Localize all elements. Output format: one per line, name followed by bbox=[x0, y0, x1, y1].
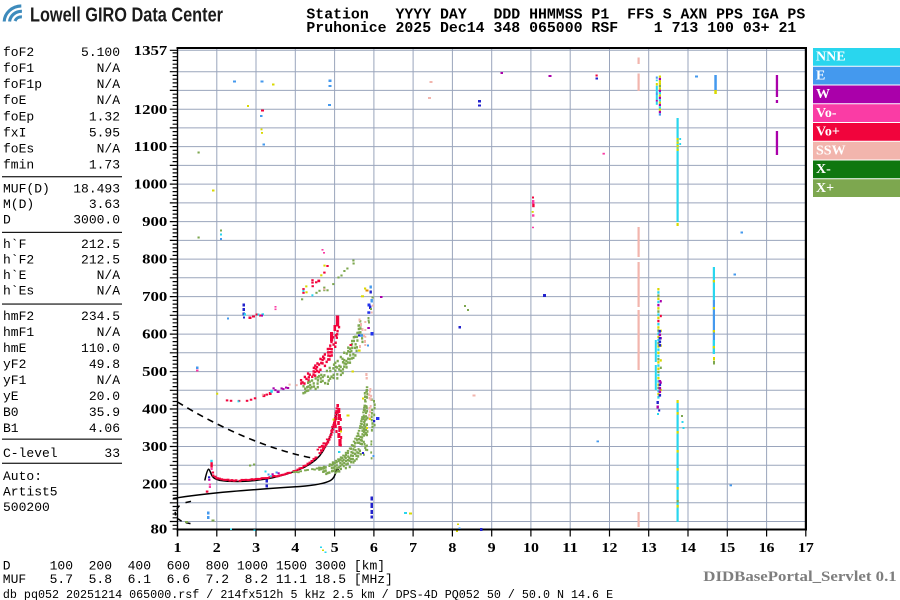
svg-text:Pruhonice 2025 Dec14 348 06500: Pruhonice 2025 Dec14 348 065000 RSF 1 71… bbox=[306, 21, 796, 37]
svg-text:15: 15 bbox=[719, 541, 735, 556]
svg-text:DIDBasePortal_Servlet 0.1: DIDBasePortal_Servlet 0.1 bbox=[703, 569, 896, 585]
svg-text:12: 12 bbox=[602, 541, 618, 556]
svg-text:yE 20.0: yE 20.0 bbox=[3, 389, 120, 404]
svg-text:hmF2 234.5: hmF2 234.5 bbox=[3, 309, 120, 324]
svg-text:1100: 1100 bbox=[134, 140, 168, 155]
svg-text:W: W bbox=[816, 87, 830, 102]
svg-text:17: 17 bbox=[798, 541, 814, 556]
svg-text:M(D) 3.63: M(D) 3.63 bbox=[3, 197, 120, 212]
svg-text:C-level 33: C-level 33 bbox=[3, 446, 120, 461]
svg-text:80: 80 bbox=[151, 523, 168, 538]
svg-text:3: 3 bbox=[252, 541, 260, 556]
svg-text:13: 13 bbox=[641, 541, 657, 556]
svg-text:500: 500 bbox=[142, 365, 167, 380]
svg-text:foEp 1.32: foEp 1.32 bbox=[3, 109, 120, 124]
svg-text:1000: 1000 bbox=[134, 178, 168, 193]
svg-text:fmin 1.73: fmin 1.73 bbox=[3, 158, 120, 173]
svg-text:11: 11 bbox=[562, 541, 578, 556]
svg-text:yF2 49.8: yF2 49.8 bbox=[3, 357, 120, 372]
svg-text:7: 7 bbox=[409, 541, 417, 556]
svg-text:5: 5 bbox=[331, 541, 339, 556]
svg-text:B0 35.9: B0 35.9 bbox=[3, 405, 120, 420]
svg-text:yF1 N/A: yF1 N/A bbox=[3, 373, 120, 388]
svg-text:Artist5: Artist5 bbox=[3, 484, 58, 499]
svg-text:Vo-: Vo- bbox=[816, 106, 837, 121]
svg-text:300: 300 bbox=[142, 440, 167, 455]
svg-text:SSW: SSW bbox=[816, 143, 846, 158]
svg-text:h`E N/A: h`E N/A bbox=[3, 268, 120, 283]
svg-text:200: 200 bbox=[142, 478, 167, 493]
svg-text:900: 900 bbox=[142, 215, 167, 230]
svg-text:X+: X+ bbox=[816, 181, 834, 196]
svg-text:600: 600 bbox=[142, 328, 167, 343]
svg-text:E: E bbox=[816, 68, 825, 83]
svg-text:4: 4 bbox=[291, 541, 299, 556]
svg-text:foF2 5.100: foF2 5.100 bbox=[3, 45, 120, 60]
svg-text:hmE 110.0: hmE 110.0 bbox=[3, 341, 120, 356]
svg-text:9: 9 bbox=[488, 541, 496, 556]
svg-text:1357: 1357 bbox=[134, 44, 168, 59]
svg-text:6: 6 bbox=[370, 541, 378, 556]
svg-text:Auto:: Auto: bbox=[3, 469, 42, 484]
svg-text:X-: X- bbox=[816, 162, 831, 177]
svg-text:hmF1 N/A: hmF1 N/A bbox=[3, 325, 120, 340]
svg-text:MUF(D) 18.493: MUF(D) 18.493 bbox=[3, 181, 120, 196]
svg-text:NNE: NNE bbox=[816, 50, 846, 65]
svg-text:foF1 N/A: foF1 N/A bbox=[3, 61, 120, 76]
svg-text:8: 8 bbox=[448, 541, 456, 556]
svg-text:D 100 200 400 600 800: D 100 200 400 600 800 1000 1500 3000 [km… bbox=[3, 559, 385, 574]
svg-text:MUF 5.7 5.8 6.1 6.6 7.2: MUF 5.7 5.8 6.1 6.6 7.2 8.2 11.1 18.5 [M… bbox=[3, 572, 393, 587]
svg-text:foE N/A: foE N/A bbox=[3, 93, 120, 108]
svg-text:1200: 1200 bbox=[134, 103, 168, 118]
svg-text:h`F 212.5: h`F 212.5 bbox=[3, 237, 120, 252]
svg-text:800: 800 bbox=[142, 253, 167, 268]
svg-text:10: 10 bbox=[523, 541, 539, 556]
svg-text:Station YYYY DAY DDD HHMMS: Station YYYY DAY DDD HHMMSS P1 FFS S AXN… bbox=[306, 8, 805, 24]
svg-text:Vo+: Vo+ bbox=[816, 125, 840, 140]
svg-text:h`Es N/A: h`Es N/A bbox=[3, 284, 120, 299]
svg-text:fxI 5.95: fxI 5.95 bbox=[3, 125, 120, 140]
svg-text:16: 16 bbox=[759, 541, 775, 556]
svg-text:h`F2 212.5: h`F2 212.5 bbox=[3, 252, 120, 267]
svg-text:700: 700 bbox=[142, 290, 167, 305]
svg-text:db pq052 20251214 065000.rsf /: db pq052 20251214 065000.rsf / 214fx512h… bbox=[3, 588, 613, 600]
svg-text:Lowell GIRO Data Center: Lowell GIRO Data Center bbox=[30, 5, 223, 27]
svg-text:14: 14 bbox=[680, 541, 696, 556]
svg-text:1: 1 bbox=[174, 541, 182, 556]
svg-text:foEs N/A: foEs N/A bbox=[3, 142, 120, 157]
svg-text:D 3000.0: D 3000.0 bbox=[3, 213, 120, 228]
svg-text:500200: 500200 bbox=[3, 500, 50, 515]
svg-text:B1 4.06: B1 4.06 bbox=[3, 421, 120, 436]
svg-text:2: 2 bbox=[213, 541, 221, 556]
svg-text:foF1p N/A: foF1p N/A bbox=[3, 77, 120, 92]
svg-text:400: 400 bbox=[142, 403, 167, 418]
